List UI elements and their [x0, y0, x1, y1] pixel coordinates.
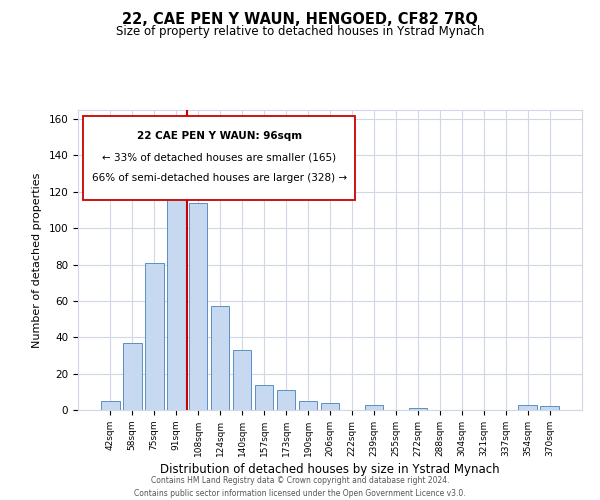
X-axis label: Distribution of detached houses by size in Ystrad Mynach: Distribution of detached houses by size … — [160, 463, 500, 476]
Text: ← 33% of detached houses are smaller (165): ← 33% of detached houses are smaller (16… — [102, 152, 336, 162]
Bar — [101, 401, 119, 410]
Text: 66% of semi-detached houses are larger (328) →: 66% of semi-detached houses are larger (… — [92, 173, 347, 183]
Text: Contains HM Land Registry data © Crown copyright and database right 2024.
Contai: Contains HM Land Registry data © Crown c… — [134, 476, 466, 498]
Bar — [541, 406, 559, 410]
Bar — [518, 404, 537, 410]
Y-axis label: Number of detached properties: Number of detached properties — [32, 172, 41, 348]
Bar — [189, 202, 208, 410]
FancyBboxPatch shape — [83, 116, 355, 200]
Text: 22 CAE PEN Y WAUN: 96sqm: 22 CAE PEN Y WAUN: 96sqm — [137, 131, 302, 141]
Bar — [145, 262, 164, 410]
Text: 22, CAE PEN Y WAUN, HENGOED, CF82 7RQ: 22, CAE PEN Y WAUN, HENGOED, CF82 7RQ — [122, 12, 478, 28]
Bar — [299, 401, 317, 410]
Bar — [277, 390, 295, 410]
Bar — [123, 342, 142, 410]
Bar — [211, 306, 229, 410]
Text: Size of property relative to detached houses in Ystrad Mynach: Size of property relative to detached ho… — [116, 25, 484, 38]
Bar — [409, 408, 427, 410]
Bar — [365, 404, 383, 410]
Bar — [320, 402, 340, 410]
Bar — [233, 350, 251, 410]
Bar — [255, 384, 274, 410]
Bar — [167, 178, 185, 410]
